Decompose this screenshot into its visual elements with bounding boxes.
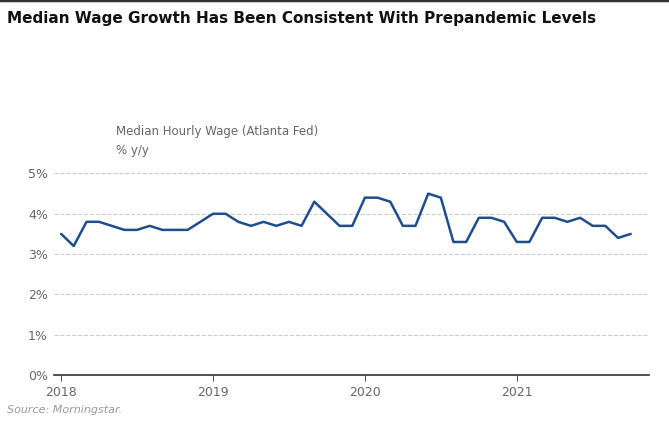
Text: Median Hourly Wage (Atlanta Fed): Median Hourly Wage (Atlanta Fed) — [116, 124, 318, 138]
Text: Median Wage Growth Has Been Consistent With Prepandemic Levels: Median Wage Growth Has Been Consistent W… — [7, 11, 596, 26]
Text: Source: Morningstar.: Source: Morningstar. — [7, 406, 122, 415]
Text: % y/y: % y/y — [116, 144, 149, 158]
